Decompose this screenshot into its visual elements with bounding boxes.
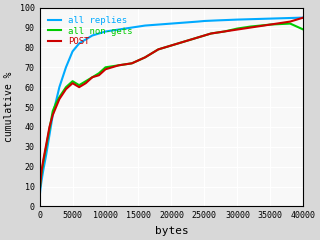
POST bbox=[38, 191, 42, 194]
all non-gets bbox=[97, 72, 101, 75]
all replies bbox=[236, 18, 239, 21]
Y-axis label: cumulative %: cumulative % bbox=[4, 72, 14, 142]
POST bbox=[268, 23, 272, 26]
POST bbox=[301, 16, 305, 19]
all non-gets bbox=[48, 127, 52, 130]
all non-gets bbox=[143, 56, 147, 59]
all replies bbox=[301, 16, 305, 19]
POST bbox=[44, 143, 48, 146]
all non-gets bbox=[42, 159, 45, 162]
all replies bbox=[40, 179, 44, 182]
all non-gets bbox=[84, 80, 88, 83]
all replies bbox=[196, 20, 200, 23]
all non-gets bbox=[64, 86, 68, 89]
all replies bbox=[288, 17, 292, 19]
all non-gets bbox=[203, 34, 206, 37]
all non-gets bbox=[40, 171, 44, 174]
all replies bbox=[44, 153, 48, 156]
all non-gets bbox=[38, 183, 42, 186]
POST bbox=[91, 76, 94, 79]
POST bbox=[58, 98, 61, 101]
all replies bbox=[77, 42, 81, 45]
all non-gets bbox=[38, 191, 42, 194]
POST bbox=[222, 30, 226, 33]
all non-gets bbox=[268, 23, 272, 26]
all replies bbox=[58, 86, 61, 89]
POST bbox=[97, 74, 101, 77]
POST bbox=[203, 34, 206, 37]
POST bbox=[42, 157, 45, 160]
POST bbox=[156, 48, 160, 51]
POST bbox=[249, 26, 252, 29]
all replies bbox=[84, 38, 88, 41]
all non-gets bbox=[170, 44, 173, 47]
POST bbox=[209, 32, 213, 35]
all non-gets bbox=[249, 25, 252, 28]
POST bbox=[130, 62, 134, 65]
all replies bbox=[51, 114, 55, 116]
all non-gets bbox=[288, 22, 292, 25]
POST bbox=[71, 82, 75, 85]
POST bbox=[117, 64, 121, 67]
POST bbox=[104, 68, 108, 71]
all replies bbox=[203, 19, 206, 22]
all non-gets bbox=[156, 48, 160, 51]
POST bbox=[64, 88, 68, 90]
Legend: all replies, all non-gets, POST: all replies, all non-gets, POST bbox=[44, 12, 137, 50]
POST bbox=[236, 28, 239, 31]
all non-gets bbox=[91, 76, 94, 79]
all non-gets bbox=[196, 36, 200, 39]
all non-gets bbox=[130, 62, 134, 65]
all replies bbox=[38, 189, 42, 192]
POST bbox=[77, 86, 81, 89]
all replies bbox=[268, 17, 272, 20]
all replies bbox=[156, 23, 160, 26]
all non-gets bbox=[44, 145, 48, 148]
Line: all non-gets: all non-gets bbox=[40, 24, 303, 192]
POST bbox=[84, 82, 88, 85]
all replies bbox=[97, 32, 101, 35]
POST bbox=[110, 66, 114, 69]
all non-gets bbox=[183, 40, 187, 43]
POST bbox=[170, 44, 173, 47]
all non-gets bbox=[77, 84, 81, 87]
all replies bbox=[91, 34, 94, 37]
Line: POST: POST bbox=[40, 18, 303, 192]
all replies bbox=[117, 28, 121, 31]
all non-gets bbox=[71, 80, 75, 83]
all replies bbox=[130, 26, 134, 29]
POST bbox=[288, 20, 292, 23]
POST bbox=[183, 40, 187, 43]
all replies bbox=[42, 167, 45, 170]
all non-gets bbox=[104, 66, 108, 69]
POST bbox=[196, 36, 200, 39]
all non-gets bbox=[209, 32, 213, 35]
Line: all replies: all replies bbox=[40, 18, 303, 198]
all non-gets bbox=[54, 102, 58, 104]
all replies bbox=[216, 19, 220, 22]
POST bbox=[48, 126, 52, 128]
X-axis label: bytes: bytes bbox=[155, 226, 188, 236]
all replies bbox=[38, 197, 42, 200]
all replies bbox=[183, 21, 187, 24]
all replies bbox=[64, 66, 68, 69]
all replies bbox=[104, 30, 108, 33]
all non-gets bbox=[117, 64, 121, 67]
all replies bbox=[48, 133, 52, 136]
POST bbox=[143, 56, 147, 59]
all non-gets bbox=[51, 110, 55, 113]
all non-gets bbox=[222, 30, 226, 33]
POST bbox=[51, 114, 55, 116]
all replies bbox=[249, 18, 252, 21]
POST bbox=[40, 169, 44, 172]
all non-gets bbox=[301, 28, 305, 31]
all replies bbox=[143, 24, 147, 27]
POST bbox=[54, 106, 58, 108]
all replies bbox=[170, 22, 173, 25]
all non-gets bbox=[58, 96, 61, 99]
all replies bbox=[71, 50, 75, 53]
all non-gets bbox=[236, 27, 239, 30]
POST bbox=[38, 183, 42, 186]
all non-gets bbox=[110, 65, 114, 68]
